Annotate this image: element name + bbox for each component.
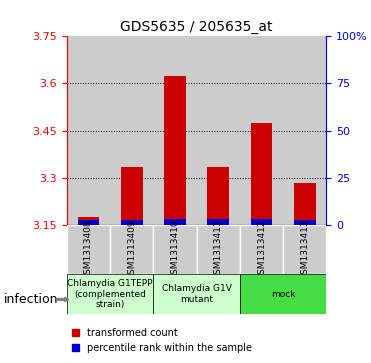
Legend: transformed count, percentile rank within the sample: transformed count, percentile rank withi… — [72, 328, 252, 353]
Text: Chlamydia G1V
mutant: Chlamydia G1V mutant — [162, 284, 232, 304]
Text: GSM1313413: GSM1313413 — [301, 219, 309, 280]
Text: GSM1313411: GSM1313411 — [214, 219, 223, 280]
Bar — [207, 219, 229, 225]
Bar — [67, 36, 110, 225]
Bar — [251, 219, 272, 225]
Text: mock: mock — [271, 290, 295, 298]
Text: Chlamydia G1TEPP
(complemented
strain): Chlamydia G1TEPP (complemented strain) — [67, 279, 153, 309]
FancyBboxPatch shape — [197, 225, 240, 274]
FancyBboxPatch shape — [153, 225, 197, 274]
Text: GSM1313410: GSM1313410 — [171, 219, 180, 280]
FancyBboxPatch shape — [240, 225, 283, 274]
Bar — [283, 36, 326, 225]
Bar — [294, 183, 316, 225]
Bar — [207, 167, 229, 225]
Bar — [78, 217, 99, 225]
Bar — [164, 76, 186, 225]
Bar — [197, 36, 240, 225]
FancyBboxPatch shape — [67, 225, 110, 274]
FancyBboxPatch shape — [240, 274, 326, 314]
FancyBboxPatch shape — [283, 225, 326, 274]
FancyBboxPatch shape — [67, 274, 153, 314]
Bar — [240, 36, 283, 225]
Text: GSM1313412: GSM1313412 — [257, 219, 266, 280]
FancyBboxPatch shape — [153, 274, 240, 314]
Text: GSM1313408: GSM1313408 — [84, 219, 93, 280]
Text: GSM1313409: GSM1313409 — [127, 219, 136, 280]
Bar — [110, 36, 153, 225]
Bar — [121, 220, 142, 225]
Title: GDS5635 / 205635_at: GDS5635 / 205635_at — [120, 20, 273, 34]
Bar — [153, 36, 197, 225]
Text: infection: infection — [4, 293, 58, 306]
Bar — [78, 220, 99, 225]
Bar — [251, 123, 272, 225]
FancyBboxPatch shape — [110, 225, 153, 274]
Bar — [121, 167, 142, 225]
Bar — [294, 220, 316, 225]
Bar — [164, 219, 186, 225]
